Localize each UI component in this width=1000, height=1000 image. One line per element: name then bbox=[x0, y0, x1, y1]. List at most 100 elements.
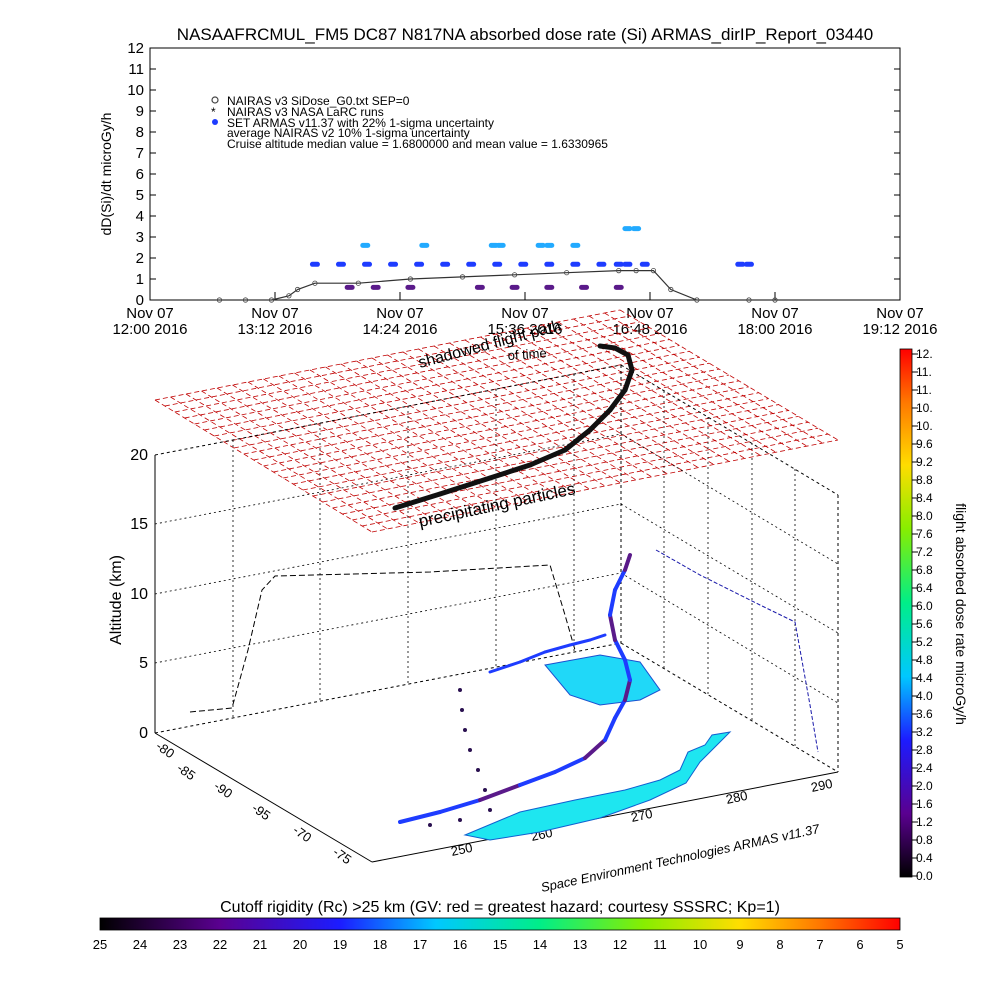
armas-point bbox=[518, 261, 529, 267]
grid-line bbox=[371, 357, 590, 490]
flight-path-segment bbox=[553, 756, 587, 774]
grid-line bbox=[387, 354, 606, 487]
colorbar-tick-label: 8.4 bbox=[916, 491, 933, 505]
legend-entry-1: NAIRAS v3 NASA LaRC runs bbox=[227, 105, 384, 119]
shadow-path-segment bbox=[607, 387, 628, 413]
nairas-point bbox=[268, 297, 275, 303]
cutoff-colorbar-ticks: 25 24 23 22 21 20 19 18 17 16 15 14 13 12 11 10 9 8 7 6 5 bbox=[93, 937, 904, 952]
armas-point bbox=[639, 261, 650, 267]
box-edge bbox=[620, 642, 839, 773]
armas-point bbox=[388, 261, 399, 267]
armas-point bbox=[474, 284, 485, 290]
cutoff-colorbar bbox=[99, 917, 901, 931]
cutoff-tick-label: 24 bbox=[133, 937, 147, 952]
flight-path-segment bbox=[568, 638, 592, 647]
nairas-point bbox=[650, 267, 657, 274]
colorbar-tick-label: 2.0 bbox=[916, 779, 933, 793]
colorbar-tick-label: 0.8 bbox=[916, 833, 933, 847]
armas-point bbox=[622, 226, 633, 232]
ground-map-region bbox=[463, 731, 732, 841]
nairas-point bbox=[633, 267, 639, 274]
x-tick-time: 16:48 2016 bbox=[612, 321, 687, 338]
x-tick-time: 19:12 2016 bbox=[862, 321, 937, 338]
flight-path-segment bbox=[438, 798, 482, 814]
nairas-point bbox=[242, 297, 249, 303]
cutoff-tick-label: 17 bbox=[413, 937, 427, 952]
y-tick-label: 9 bbox=[136, 103, 144, 120]
shadow-path-segment bbox=[587, 407, 613, 433]
series-nairas-line bbox=[219, 270, 775, 301]
flight-path-segment bbox=[583, 738, 607, 760]
back-wall-grid bbox=[154, 374, 839, 747]
armas-point bbox=[492, 261, 503, 267]
flight-path-segment bbox=[623, 553, 632, 572]
y-tick-label: 5 bbox=[136, 187, 144, 204]
x-tick-time: 13:12 2016 bbox=[237, 321, 312, 338]
colorbar-tick-label: 7.6 bbox=[916, 527, 933, 541]
colorbar-tick-label: 6.0 bbox=[916, 599, 933, 613]
wall-projection-right bbox=[655, 549, 819, 753]
shadow-path-segment bbox=[625, 352, 635, 373]
grid-line bbox=[526, 327, 746, 459]
legend-marker-star: * bbox=[211, 105, 216, 119]
legend-entry-3: average NAIRAS v2 10% 1-sigma uncertaint… bbox=[227, 126, 470, 140]
x-tick-time: 18:00 2016 bbox=[737, 321, 812, 338]
y-tick-label: 6 bbox=[136, 166, 144, 183]
armas-point bbox=[440, 261, 451, 267]
shadow-path-segment bbox=[487, 462, 533, 481]
y-axis-label: dD(Si)/dt microGy/h bbox=[98, 113, 114, 236]
grid-line bbox=[194, 333, 660, 425]
cutoff-tick-label: 19 bbox=[333, 937, 347, 952]
cutoff-tick-label: 21 bbox=[253, 937, 267, 952]
armas-point bbox=[466, 261, 477, 267]
x-tick-date: Nov 07 bbox=[126, 305, 174, 322]
grid-line bbox=[619, 309, 839, 441]
grid-line bbox=[371, 439, 839, 533]
grid-line bbox=[542, 324, 761, 456]
armas-point bbox=[309, 261, 320, 267]
y-tick-label: 0 bbox=[136, 292, 144, 309]
lat-tick: -95 bbox=[249, 800, 273, 823]
armas-point bbox=[370, 284, 381, 290]
box-edge bbox=[154, 732, 373, 863]
armas-point bbox=[535, 242, 546, 248]
nairas-point bbox=[407, 276, 414, 282]
armas-point bbox=[509, 284, 520, 290]
flight-path-3d bbox=[392, 343, 635, 827]
lon-tick: 290 bbox=[810, 776, 834, 795]
colorbar-tick-label: 4.8 bbox=[916, 653, 933, 667]
grid-line bbox=[495, 333, 714, 465]
cutoff-tick-label: 9 bbox=[736, 937, 743, 952]
z-tick: 20 bbox=[130, 447, 148, 464]
colorbar-tick-label: 2.8 bbox=[916, 743, 933, 757]
colorbar-tick-label: 11. bbox=[916, 365, 932, 379]
y-tick-label: 2 bbox=[136, 250, 144, 267]
grid-line bbox=[402, 351, 621, 484]
flight-path-segment bbox=[623, 678, 632, 702]
grid-line bbox=[604, 312, 823, 444]
y-tick-label: 12 bbox=[127, 40, 144, 57]
y-tick-label: 11 bbox=[128, 61, 144, 78]
armas-point bbox=[419, 242, 430, 248]
colorbar-tick-label: 0.4 bbox=[916, 851, 933, 865]
grid-line bbox=[309, 369, 528, 502]
grid-line bbox=[154, 399, 373, 533]
y-tick-label: 4 bbox=[136, 208, 144, 225]
dose-colorbar-ticks: 12. 11. 11. 10. 10. 9.6 9.2 8.8 8.4 8.0 7.6 7.2 6.8 6… bbox=[912, 347, 933, 883]
lat-axis: -80 -85 -90 -95 -70 -75 bbox=[153, 738, 354, 867]
y-tick-label: 3 bbox=[136, 229, 144, 246]
armas-point bbox=[743, 261, 754, 267]
grid-line bbox=[201, 390, 419, 524]
armas-point bbox=[631, 226, 642, 232]
armas-point bbox=[579, 284, 590, 290]
cutoff-tick-label: 11 bbox=[653, 937, 667, 952]
nairas-point bbox=[564, 270, 570, 276]
colorbar-tick-label: 9.6 bbox=[916, 437, 933, 451]
lat-tick: -75 bbox=[330, 844, 354, 867]
y-tick-label: 8 bbox=[136, 124, 144, 141]
grid-line bbox=[174, 321, 640, 413]
colorbar-tick-label: 10. bbox=[916, 401, 933, 415]
nairas-point bbox=[286, 293, 292, 299]
armas-point bbox=[544, 242, 555, 248]
